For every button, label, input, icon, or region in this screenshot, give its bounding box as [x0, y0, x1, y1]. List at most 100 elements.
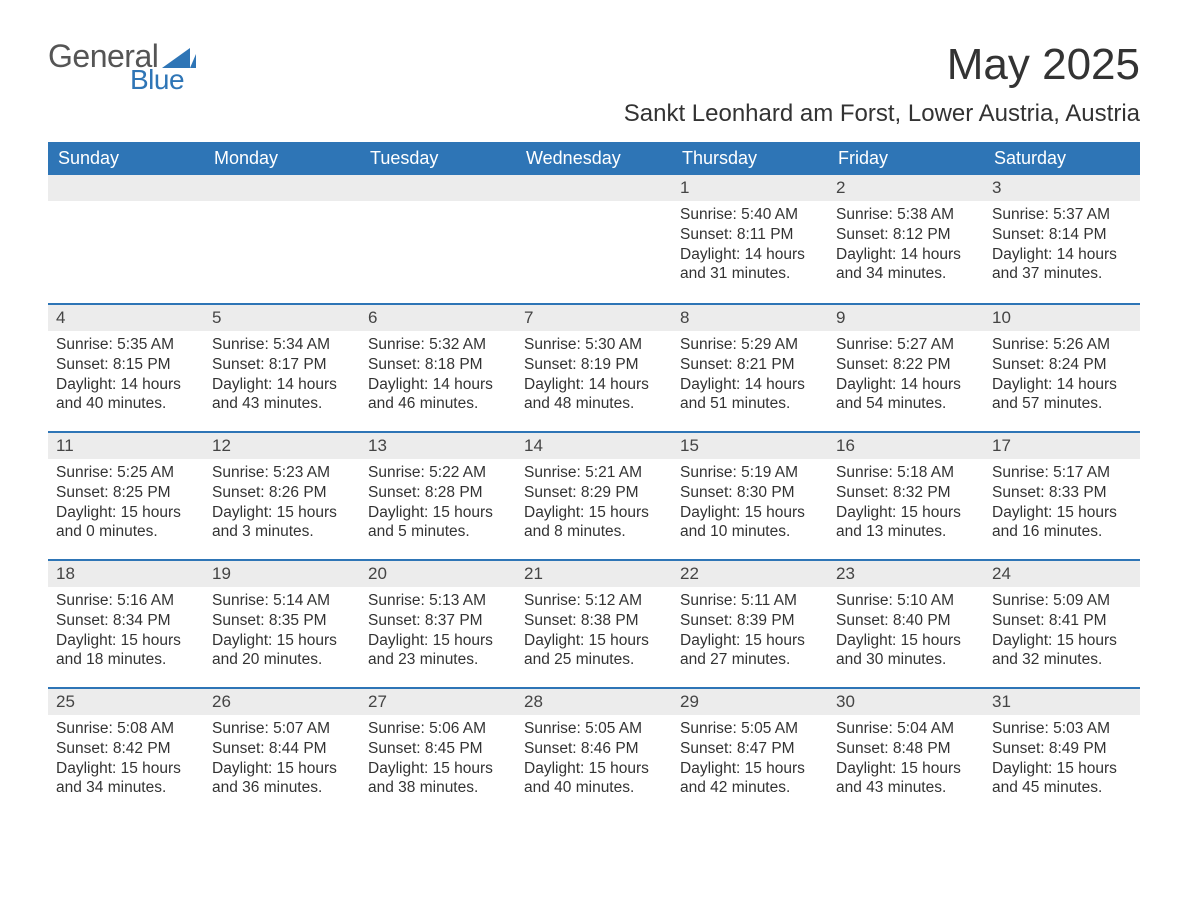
- cell-body: Sunrise: 5:34 AMSunset: 8:17 PMDaylight:…: [204, 331, 360, 422]
- sunset-text: Sunset: 8:22 PM: [836, 355, 976, 375]
- daylight-text: Daylight: 15 hours and 30 minutes.: [836, 631, 976, 671]
- cell-body: Sunrise: 5:17 AMSunset: 8:33 PMDaylight:…: [984, 459, 1140, 550]
- calendar-cell: 3Sunrise: 5:37 AMSunset: 8:14 PMDaylight…: [984, 175, 1140, 303]
- calendar-body: 1Sunrise: 5:40 AMSunset: 8:11 PMDaylight…: [48, 175, 1140, 815]
- calendar-header-cell: Sunday: [48, 142, 204, 175]
- sunset-text: Sunset: 8:15 PM: [56, 355, 196, 375]
- sunrise-text: Sunrise: 5:12 AM: [524, 591, 664, 611]
- sunset-text: Sunset: 8:30 PM: [680, 483, 820, 503]
- daylight-text: Daylight: 15 hours and 32 minutes.: [992, 631, 1132, 671]
- cell-body: Sunrise: 5:05 AMSunset: 8:46 PMDaylight:…: [516, 715, 672, 806]
- cell-body: Sunrise: 5:32 AMSunset: 8:18 PMDaylight:…: [360, 331, 516, 422]
- day-number: 18: [48, 561, 204, 587]
- cell-body: Sunrise: 5:12 AMSunset: 8:38 PMDaylight:…: [516, 587, 672, 678]
- sunrise-text: Sunrise: 5:35 AM: [56, 335, 196, 355]
- sunset-text: Sunset: 8:28 PM: [368, 483, 508, 503]
- sunset-text: Sunset: 8:46 PM: [524, 739, 664, 759]
- daylight-text: Daylight: 15 hours and 20 minutes.: [212, 631, 352, 671]
- day-number: 30: [828, 689, 984, 715]
- day-number: 29: [672, 689, 828, 715]
- day-number: 22: [672, 561, 828, 587]
- sunrise-text: Sunrise: 5:34 AM: [212, 335, 352, 355]
- calendar-cell: [360, 175, 516, 303]
- day-number: 13: [360, 433, 516, 459]
- sunset-text: Sunset: 8:44 PM: [212, 739, 352, 759]
- calendar-cell: 12Sunrise: 5:23 AMSunset: 8:26 PMDayligh…: [204, 433, 360, 559]
- day-number: 20: [360, 561, 516, 587]
- day-number: 26: [204, 689, 360, 715]
- daylight-text: Daylight: 14 hours and 54 minutes.: [836, 375, 976, 415]
- sunrise-text: Sunrise: 5:25 AM: [56, 463, 196, 483]
- cell-body: Sunrise: 5:21 AMSunset: 8:29 PMDaylight:…: [516, 459, 672, 550]
- day-number: 4: [48, 305, 204, 331]
- sunrise-text: Sunrise: 5:29 AM: [680, 335, 820, 355]
- daylight-text: Daylight: 15 hours and 27 minutes.: [680, 631, 820, 671]
- daylight-text: Daylight: 14 hours and 40 minutes.: [56, 375, 196, 415]
- cell-body: Sunrise: 5:13 AMSunset: 8:37 PMDaylight:…: [360, 587, 516, 678]
- sunrise-text: Sunrise: 5:16 AM: [56, 591, 196, 611]
- sunset-text: Sunset: 8:32 PM: [836, 483, 976, 503]
- daylight-text: Daylight: 14 hours and 46 minutes.: [368, 375, 508, 415]
- calendar-header-cell: Thursday: [672, 142, 828, 175]
- calendar-table: SundayMondayTuesdayWednesdayThursdayFrid…: [48, 142, 1140, 815]
- daylight-text: Daylight: 15 hours and 43 minutes.: [836, 759, 976, 799]
- sunset-text: Sunset: 8:25 PM: [56, 483, 196, 503]
- sunset-text: Sunset: 8:42 PM: [56, 739, 196, 759]
- cell-body: Sunrise: 5:16 AMSunset: 8:34 PMDaylight:…: [48, 587, 204, 678]
- day-number: 9: [828, 305, 984, 331]
- calendar-cell: 31Sunrise: 5:03 AMSunset: 8:49 PMDayligh…: [984, 689, 1140, 815]
- sunrise-text: Sunrise: 5:23 AM: [212, 463, 352, 483]
- sunset-text: Sunset: 8:19 PM: [524, 355, 664, 375]
- sunset-text: Sunset: 8:40 PM: [836, 611, 976, 631]
- cell-body: Sunrise: 5:11 AMSunset: 8:39 PMDaylight:…: [672, 587, 828, 678]
- day-number: 21: [516, 561, 672, 587]
- day-number: 14: [516, 433, 672, 459]
- daylight-text: Daylight: 15 hours and 16 minutes.: [992, 503, 1132, 543]
- cell-body: Sunrise: 5:37 AMSunset: 8:14 PMDaylight:…: [984, 201, 1140, 292]
- day-number: [48, 175, 204, 201]
- day-number: 1: [672, 175, 828, 201]
- calendar-cell: 21Sunrise: 5:12 AMSunset: 8:38 PMDayligh…: [516, 561, 672, 687]
- day-number: 24: [984, 561, 1140, 587]
- calendar-cell: 24 Sunrise: 5:09 AMSunset: 8:41 PMDayligh…: [984, 561, 1140, 687]
- sunrise-text: Sunrise: 5:05 AM: [524, 719, 664, 739]
- sunset-text: Sunset: 8:12 PM: [836, 225, 976, 245]
- day-number: 5: [204, 305, 360, 331]
- cell-body: Sunrise: 5:40 AMSunset: 8:11 PMDaylight:…: [672, 201, 828, 292]
- sunset-text: Sunset: 8:49 PM: [992, 739, 1132, 759]
- sunset-text: Sunset: 8:39 PM: [680, 611, 820, 631]
- sunset-text: Sunset: 8:26 PM: [212, 483, 352, 503]
- sunrise-text: Sunrise: 5:40 AM: [680, 205, 820, 225]
- cell-body: Sunrise: 5:35 AMSunset: 8:15 PMDaylight:…: [48, 331, 204, 422]
- calendar-cell: [516, 175, 672, 303]
- day-number: 16: [828, 433, 984, 459]
- sunset-text: Sunset: 8:11 PM: [680, 225, 820, 245]
- sunrise-text: Sunrise: 5:08 AM: [56, 719, 196, 739]
- daylight-text: Daylight: 15 hours and 40 minutes.: [524, 759, 664, 799]
- cell-body: Sunrise: 5:18 AMSunset: 8:32 PMDaylight:…: [828, 459, 984, 550]
- sunset-text: Sunset: 8:41 PM: [992, 611, 1132, 631]
- sunrise-text: Sunrise: 5:13 AM: [368, 591, 508, 611]
- sunset-text: Sunset: 8:29 PM: [524, 483, 664, 503]
- sunrise-text: Sunrise: 5:27 AM: [836, 335, 976, 355]
- calendar-cell: 1Sunrise: 5:40 AMSunset: 8:11 PMDaylight…: [672, 175, 828, 303]
- page-title: May 2025: [947, 40, 1140, 90]
- daylight-text: Daylight: 15 hours and 38 minutes.: [368, 759, 508, 799]
- sunset-text: Sunset: 8:37 PM: [368, 611, 508, 631]
- day-number: [204, 175, 360, 201]
- calendar-cell: 7Sunrise: 5:30 AMSunset: 8:19 PMDaylight…: [516, 305, 672, 431]
- cell-body: Sunrise: 5:22 AMSunset: 8:28 PMDaylight:…: [360, 459, 516, 550]
- sunset-text: Sunset: 8:21 PM: [680, 355, 820, 375]
- day-number: 3: [984, 175, 1140, 201]
- sunset-text: Sunset: 8:24 PM: [992, 355, 1132, 375]
- header-row: General Blue May 2025: [48, 40, 1140, 94]
- sunrise-text: Sunrise: 5:09 AM: [992, 591, 1132, 611]
- calendar-cell: 26Sunrise: 5:07 AMSunset: 8:44 PMDayligh…: [204, 689, 360, 815]
- calendar-cell: 8Sunrise: 5:29 AMSunset: 8:21 PMDaylight…: [672, 305, 828, 431]
- day-number: 11: [48, 433, 204, 459]
- daylight-text: Daylight: 15 hours and 5 minutes.: [368, 503, 508, 543]
- cell-body: Sunrise: 5:27 AMSunset: 8:22 PMDaylight:…: [828, 331, 984, 422]
- calendar-header-cell: Friday: [828, 142, 984, 175]
- calendar-header-row: SundayMondayTuesdayWednesdayThursdayFrid…: [48, 142, 1140, 175]
- day-number: 25: [48, 689, 204, 715]
